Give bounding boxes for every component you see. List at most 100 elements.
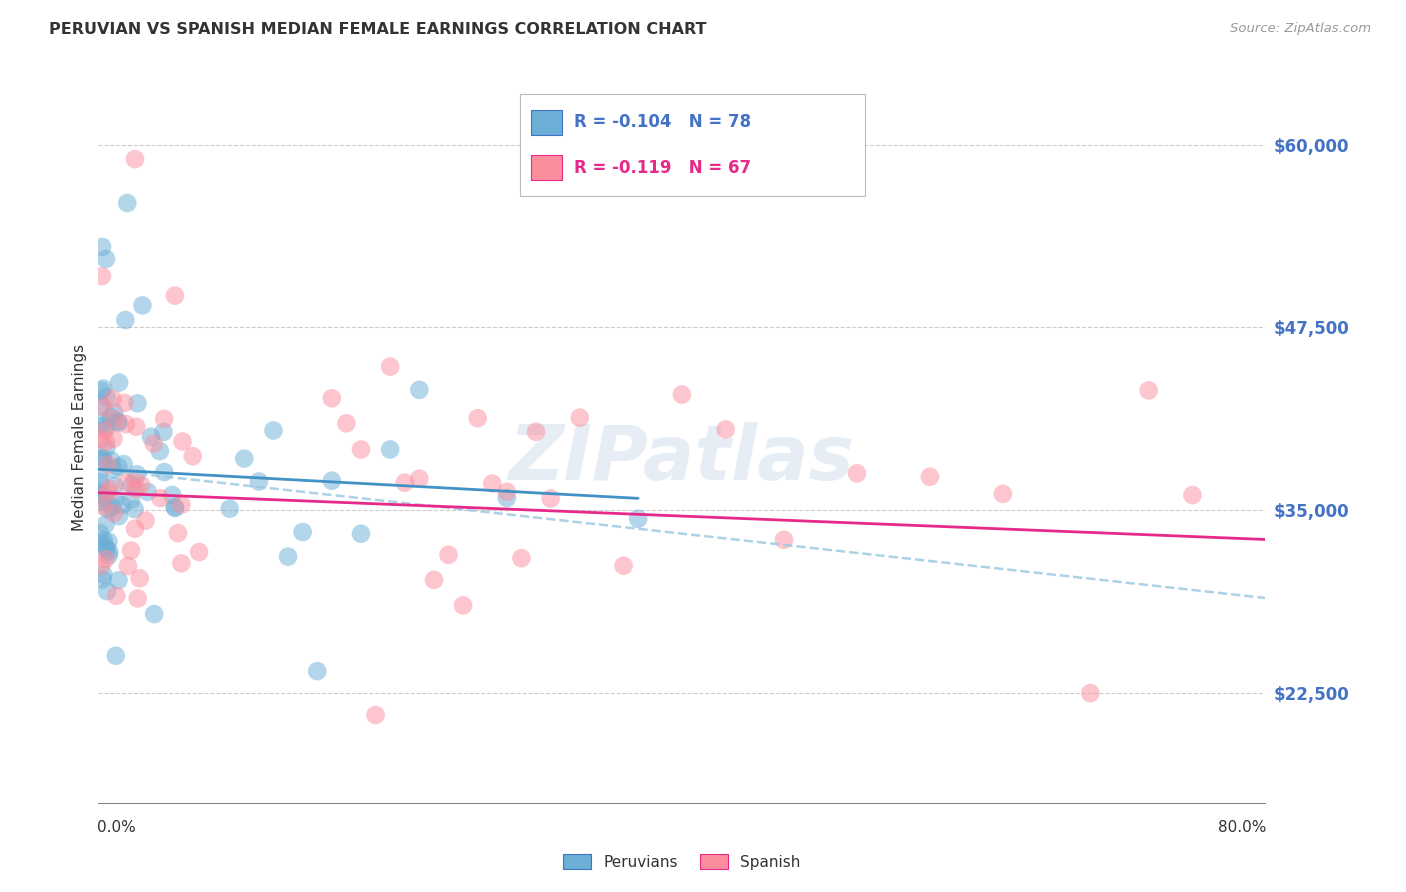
Point — [90, 269, 112, 284]
Legend: Peruvians, Spanish: Peruvians, Spanish — [557, 848, 807, 876]
Point — [107, 415, 129, 429]
Point — [98, 544, 121, 558]
Point — [1181, 488, 1204, 502]
Point — [96, 542, 118, 557]
Point — [1137, 384, 1160, 398]
Point — [96, 441, 118, 455]
Point — [128, 571, 150, 585]
Y-axis label: Median Female Earnings: Median Female Earnings — [72, 343, 87, 531]
Point — [107, 459, 129, 474]
Point — [93, 425, 115, 439]
Point — [112, 457, 135, 471]
Text: Source: ZipAtlas.com: Source: ZipAtlas.com — [1230, 22, 1371, 36]
Point — [90, 451, 112, 466]
Point — [120, 543, 142, 558]
Point — [612, 558, 634, 573]
Point — [115, 417, 138, 431]
Point — [100, 500, 122, 515]
Point — [89, 485, 111, 500]
Point — [121, 478, 143, 492]
Point — [163, 288, 186, 302]
Point — [89, 487, 111, 501]
Point — [90, 558, 112, 573]
Text: R = -0.104   N = 78: R = -0.104 N = 78 — [574, 113, 751, 131]
Point — [97, 549, 120, 563]
Point — [510, 551, 533, 566]
Point — [467, 411, 489, 425]
Point — [94, 434, 117, 449]
Point — [496, 491, 519, 505]
Point — [94, 517, 117, 532]
Point — [117, 559, 139, 574]
Point — [89, 525, 111, 540]
Point — [321, 474, 343, 488]
Point — [125, 419, 148, 434]
Point — [233, 451, 256, 466]
Point — [91, 567, 114, 582]
Point — [364, 708, 387, 723]
Point — [91, 454, 114, 468]
Point — [188, 545, 211, 559]
Point — [89, 473, 111, 487]
Point — [165, 500, 187, 515]
Point — [247, 475, 270, 489]
Point — [89, 494, 111, 508]
Point — [97, 458, 120, 472]
Point — [380, 442, 402, 457]
Point — [97, 502, 120, 516]
Point — [335, 417, 357, 431]
Point — [104, 479, 127, 493]
Point — [100, 453, 122, 467]
Point — [91, 451, 114, 466]
Point — [108, 376, 131, 390]
Text: 0.0%: 0.0% — [97, 821, 136, 835]
Point — [167, 526, 190, 541]
Point — [100, 409, 122, 424]
Point — [350, 526, 373, 541]
Point — [277, 549, 299, 564]
Point — [149, 491, 172, 505]
Point — [160, 488, 183, 502]
Point — [90, 384, 112, 398]
Point — [846, 467, 869, 481]
Point — [135, 514, 157, 528]
Point — [437, 548, 460, 562]
Point — [262, 424, 284, 438]
Point — [91, 382, 114, 396]
Text: R = -0.119   N = 67: R = -0.119 N = 67 — [574, 159, 751, 177]
Point — [94, 491, 117, 505]
Point — [120, 493, 142, 508]
Point — [124, 502, 146, 516]
Point — [153, 412, 176, 426]
Point — [91, 419, 114, 434]
Point — [408, 383, 430, 397]
Point — [96, 390, 118, 404]
Point — [143, 607, 166, 621]
Point — [89, 475, 111, 490]
Point — [152, 425, 174, 439]
Point — [380, 359, 402, 374]
Text: PERUVIAN VS SPANISH MEDIAN FEMALE EARNINGS CORRELATION CHART: PERUVIAN VS SPANISH MEDIAN FEMALE EARNIN… — [49, 22, 707, 37]
Point — [627, 512, 650, 526]
Point — [111, 498, 134, 512]
Point — [108, 509, 131, 524]
Point — [114, 396, 136, 410]
Point — [93, 533, 115, 547]
Point — [103, 405, 125, 419]
Point — [115, 475, 138, 490]
Point — [714, 422, 737, 436]
Point — [918, 470, 941, 484]
Point — [97, 534, 120, 549]
Point — [139, 430, 162, 444]
Point — [149, 444, 172, 458]
Point — [172, 434, 194, 449]
Point — [124, 152, 146, 166]
Point — [127, 591, 149, 606]
Point — [91, 240, 114, 254]
Point — [218, 501, 240, 516]
Point — [89, 536, 111, 550]
Point — [104, 648, 127, 663]
Text: 80.0%: 80.0% — [1219, 821, 1267, 835]
Point — [97, 485, 120, 500]
Point — [350, 442, 373, 457]
